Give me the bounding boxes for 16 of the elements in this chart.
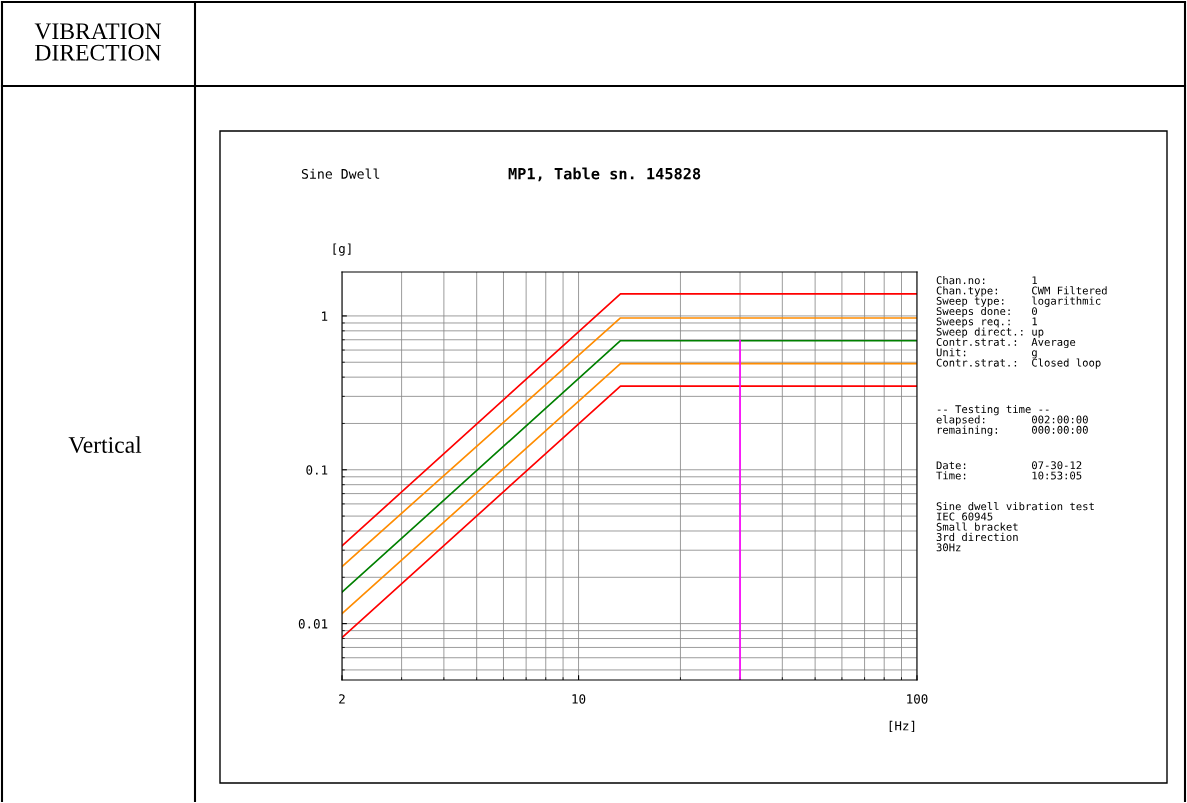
text: Sine dwell vibration test IEC 60945 Small bracket 3rd direction 30Hz [936, 502, 1094, 552]
y-tick-label: 0.01 [298, 619, 328, 629]
x-axis-title: [Hz] [889, 720, 915, 733]
x-tick-label: 10 [572, 694, 586, 704]
x-tick-label: 2 [339, 694, 345, 704]
text: Vertical [68, 436, 142, 454]
chart-subtitle: Sine Dwell [301, 168, 380, 179]
y-axis-title: [g] [333, 243, 351, 256]
x-tick-label: 100 [907, 694, 928, 704]
text: Chan.no: 1 Chan.type: CWM Filtered Sweep type: logarithmic Sweeps done: 0 Sweeps req.: 1 Sweep direct.: up Contr.strat.: Average Unit: g Contr.strat.: Closed loop [936, 276, 1107, 369]
y-tick-label: 0.1 [306, 465, 328, 475]
chart-title: MP1, Table sn. 145828 [508, 167, 701, 182]
y-tick-label: 1 [322, 311, 328, 321]
text: Date: 07-30-12 Time: 10:53:05 [936, 461, 1082, 480]
text: -- Testing time -- elapsed: 002:00:00 remaining: 000:00:00 [936, 405, 1088, 436]
text: VIBRATION DIRECTION [34, 23, 162, 61]
